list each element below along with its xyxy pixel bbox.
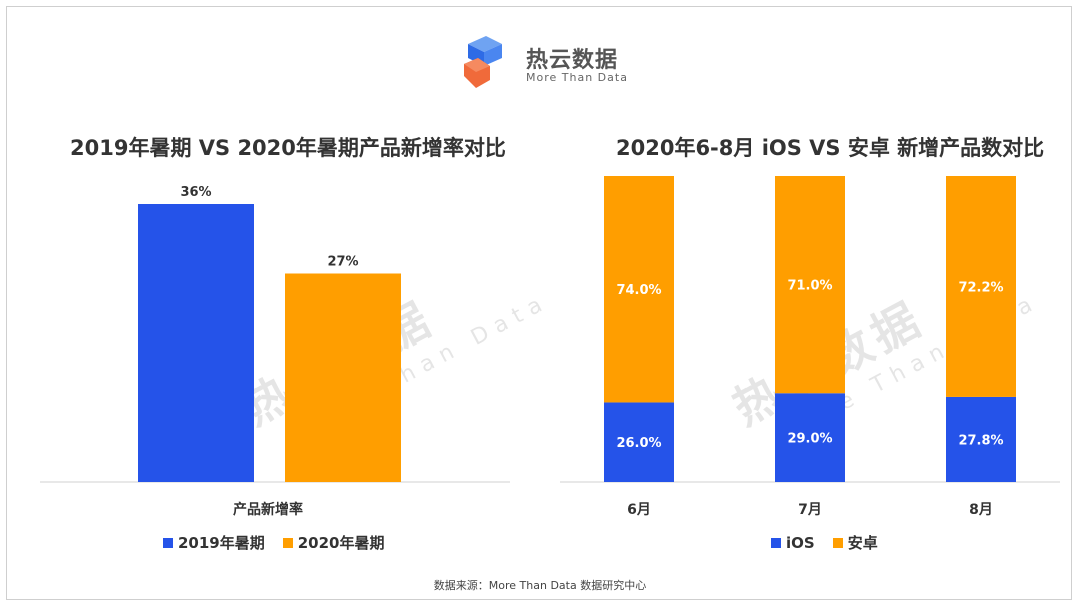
- x-category-label-6: 6月: [627, 502, 651, 518]
- legend-label-2020: 2020年暑期: [297, 534, 385, 552]
- right-chart-title: 2020年6-8月 iOS VS 安卓 新增产品数对比: [616, 136, 1045, 160]
- ios-value-label-6: 26.0%: [616, 436, 661, 451]
- bar-ios-6: [604, 402, 674, 482]
- x-category-label-8: 8月: [969, 502, 993, 518]
- logo-name: 热云数据: [526, 48, 619, 73]
- legend-label-2019: 2019年暑期: [178, 534, 265, 552]
- android-value-label-7: 71.0%: [787, 279, 832, 294]
- logo-cube-icon: [464, 36, 502, 88]
- left-chart-title: 2019年暑期 VS 2020年暑期产品新增率对比: [70, 136, 506, 160]
- source-footnote: 数据来源：More Than Data 数据研究中心: [433, 579, 647, 592]
- legend-swatch-android: [832, 537, 843, 548]
- bar-android-8: [946, 176, 1016, 397]
- ios-value-label-8: 27.8%: [958, 433, 1003, 448]
- legend-item-2020: 2020年暑期: [282, 532, 385, 553]
- bar-android-7: [775, 176, 845, 394]
- brand-logo: 热云数据 More Than Data: [462, 36, 632, 92]
- legend-swatch-2019: [163, 537, 173, 548]
- left-legend: 2019年暑期 2020年暑期: [163, 532, 403, 553]
- bar-2020: [285, 273, 401, 482]
- logo-tagline: More Than Data: [526, 71, 628, 84]
- x-category-label-7: 7月: [798, 502, 822, 518]
- bar-android-6: [604, 176, 674, 403]
- legend-item-2019: 2019年暑期: [163, 532, 265, 553]
- legend-label-ios: iOS: [786, 533, 815, 552]
- bar-value-label-2019: 36%: [180, 185, 211, 200]
- legend-swatch-ios: [771, 537, 781, 548]
- android-value-label-8: 72.2%: [958, 280, 1003, 295]
- android-value-label-6: 74.0%: [616, 283, 661, 298]
- bar-value-label-2020: 27%: [327, 255, 358, 270]
- legend-item-ios: iOS: [771, 534, 815, 552]
- legend-item-android: 安卓: [832, 532, 878, 553]
- bar-2019: [138, 204, 254, 482]
- right-legend: iOS 安卓: [771, 532, 896, 553]
- bar-ios-8: [946, 396, 1016, 482]
- x-category-label: 产品新增率: [233, 501, 303, 518]
- legend-label-android: 安卓: [847, 534, 878, 552]
- legend-swatch-2020: [282, 537, 293, 548]
- bar-ios-7: [775, 393, 845, 482]
- ios-value-label-7: 29.0%: [787, 432, 832, 447]
